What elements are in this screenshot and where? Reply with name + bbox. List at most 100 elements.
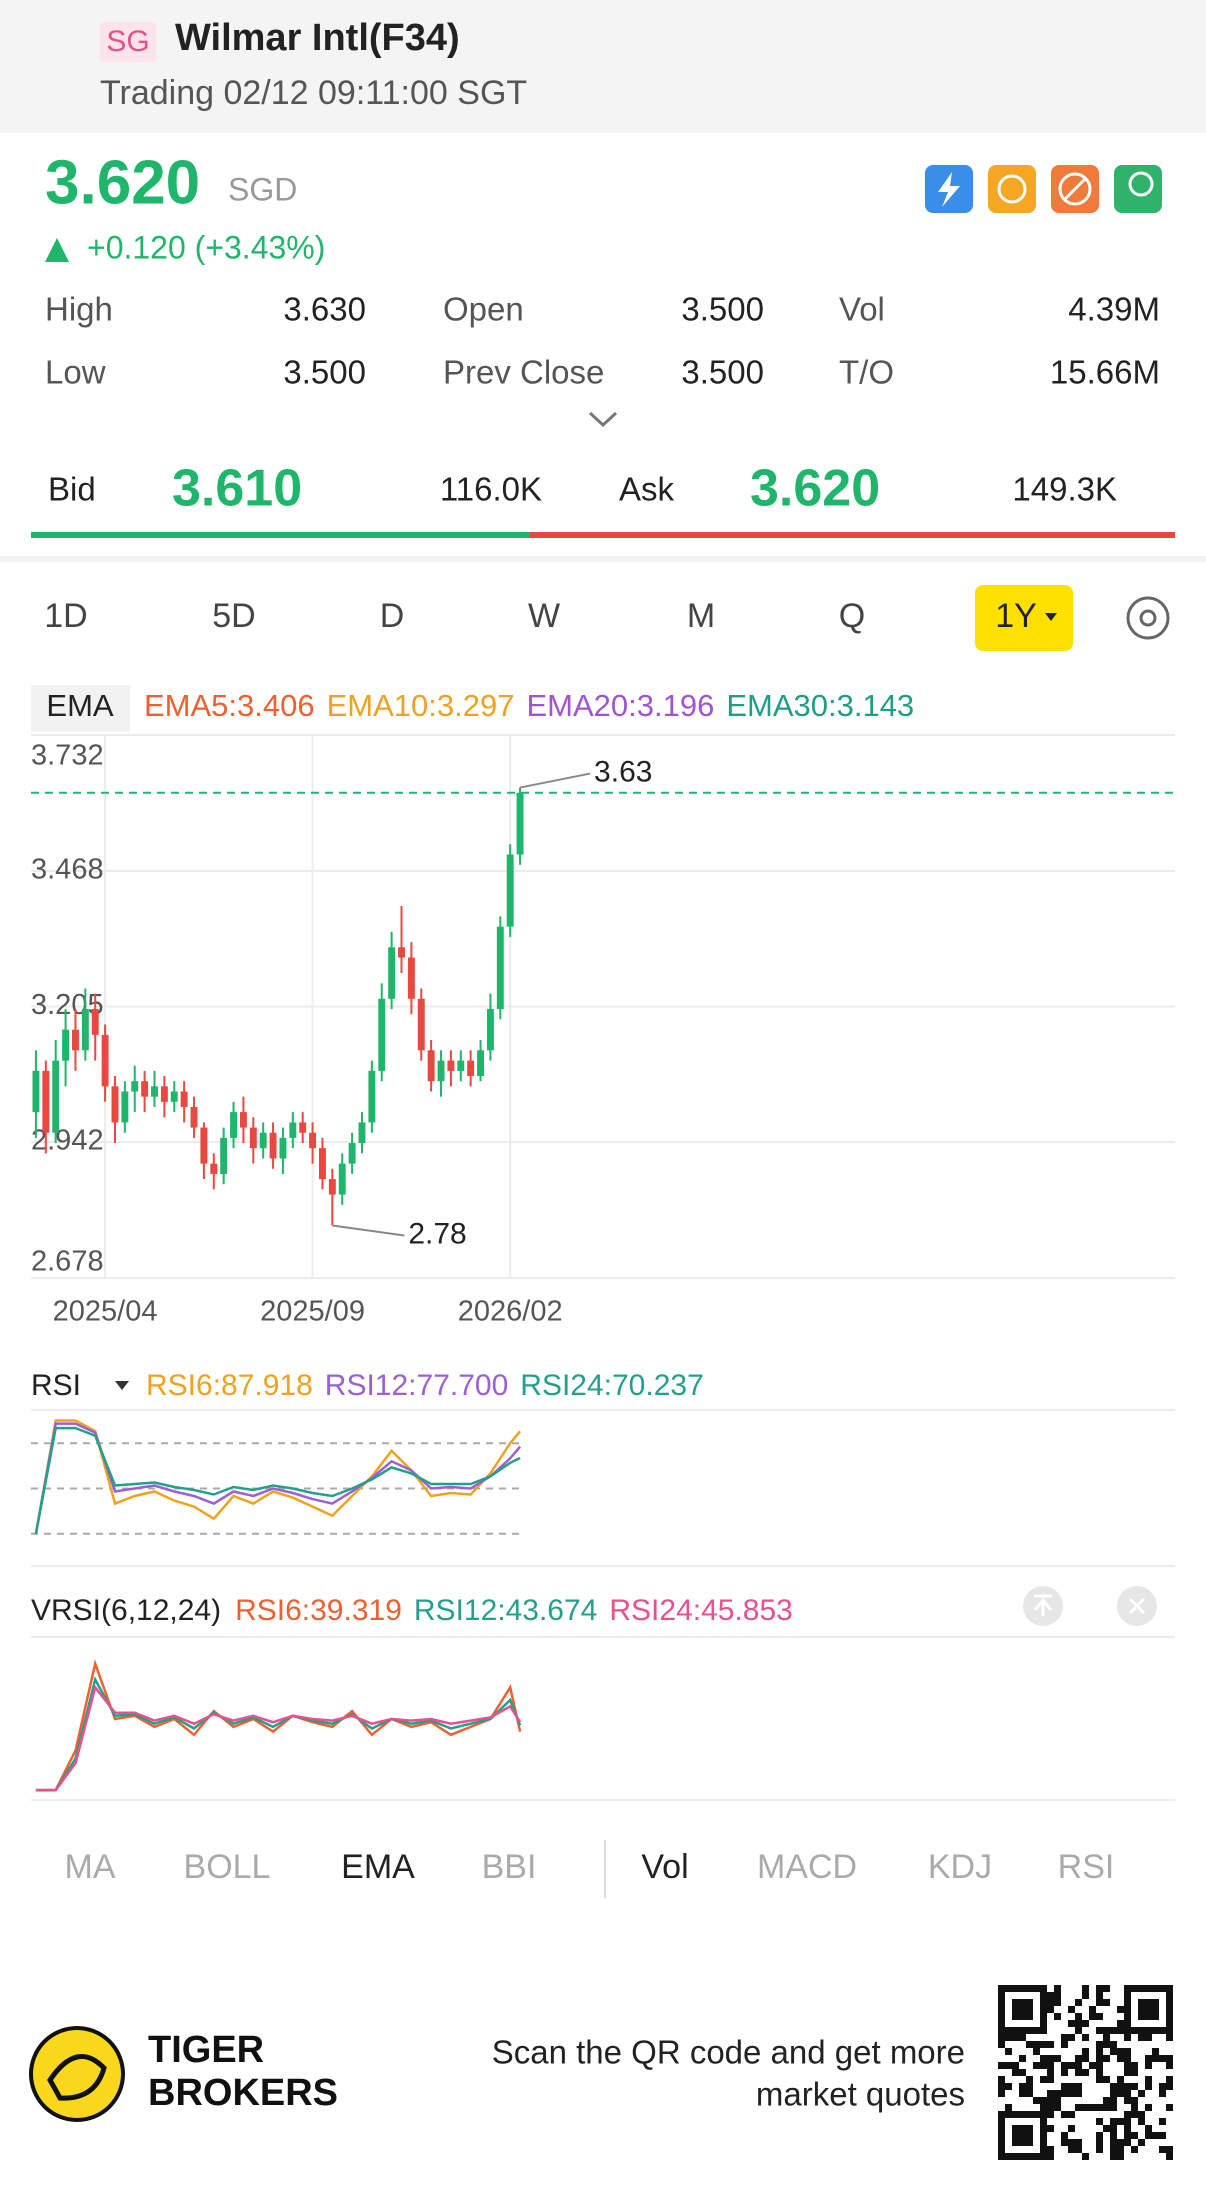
indicator-line (35, 1659, 522, 1792)
qr-module (1145, 2125, 1152, 2132)
candle-body (338, 1163, 346, 1195)
indicator-tab[interactable]: MA (65, 1848, 116, 1886)
qr-module (1145, 2027, 1152, 2034)
qr-module (1075, 2027, 1082, 2034)
indicator-tab[interactable]: KDJ (928, 1848, 992, 1886)
stat-label: T/O (839, 354, 894, 391)
qr-module (1040, 2132, 1047, 2139)
settings-icon[interactable] (1126, 596, 1170, 640)
qr-module (1117, 2118, 1124, 2125)
qr-module (998, 2076, 1005, 2083)
candle-body (447, 1060, 455, 1071)
vrsi-actions[interactable] (1023, 1586, 1157, 1626)
qr-module (1138, 1999, 1145, 2006)
indicator-tab[interactable]: BBI (482, 1848, 537, 1886)
stat-value: 3.500 (681, 291, 764, 328)
period-tab[interactable]: 1Y (995, 597, 1037, 635)
qr-module (1117, 2139, 1124, 2146)
qr-module (1096, 2118, 1103, 2125)
toolbar-icons[interactable] (925, 165, 1162, 213)
qr-module (1026, 2041, 1033, 2048)
candle-body (180, 1091, 188, 1107)
period-tab[interactable]: M (687, 597, 715, 635)
y-tick-label: 3.205 (31, 989, 104, 1021)
candle-body (121, 1091, 129, 1123)
qr-module (1082, 2048, 1089, 2055)
qr-module (1040, 2118, 1047, 2125)
qr-module (1047, 2006, 1054, 2013)
candle-body (457, 1060, 465, 1071)
candle-body (239, 1112, 247, 1128)
indicator-tab[interactable]: EMA (341, 1848, 415, 1886)
qr-module (1096, 1999, 1103, 2006)
qr-module (1089, 2006, 1096, 2013)
indicator-tab[interactable]: RSI (1058, 1848, 1115, 1886)
qr-module (1096, 2069, 1103, 2076)
expand-chevron[interactable] (588, 411, 618, 428)
qr-module (1152, 1999, 1159, 2006)
indicator-tab[interactable]: Vol (641, 1848, 688, 1886)
qr-module (1040, 2020, 1047, 2027)
stat-label: Vol (839, 291, 885, 328)
qr-module (1145, 2034, 1152, 2041)
qr-module (1166, 2146, 1173, 2153)
qr-module (1012, 2034, 1019, 2041)
qr-module (1068, 2111, 1075, 2118)
qr-module (1103, 2027, 1110, 2034)
qr-module (1040, 2041, 1047, 2048)
indicator-tab[interactable]: BOLL (184, 1848, 271, 1886)
qr-module (1152, 2055, 1159, 2062)
qr-module (1047, 2104, 1054, 2111)
qr-module (1019, 1999, 1026, 2006)
qr-module (1145, 1985, 1152, 1992)
period-tab[interactable]: D (380, 597, 405, 635)
period-tab[interactable]: W (528, 597, 560, 635)
min-pointer (332, 1224, 405, 1237)
qr-module (1005, 2111, 1012, 2118)
qr-module (1096, 2132, 1103, 2139)
indicator-name: EMA (46, 688, 114, 723)
qr-module (1166, 2013, 1173, 2020)
indicator-tab[interactable]: MACD (757, 1848, 857, 1886)
qr-module (1082, 1992, 1089, 1999)
qr-module (1124, 2006, 1131, 2013)
candle-body (32, 1070, 40, 1113)
qr-module (1061, 2111, 1068, 2118)
qr-module (1103, 2055, 1110, 2062)
qr-module (1019, 2139, 1026, 2146)
qr-module (1047, 2090, 1054, 2097)
period-tab[interactable]: 5D (212, 597, 255, 635)
period-tab[interactable]: Q (839, 597, 865, 635)
period-tab[interactable]: 1D (44, 597, 87, 635)
qr-module (1005, 2034, 1012, 2041)
qr-module (1019, 2055, 1026, 2062)
qr-module (1019, 2083, 1026, 2090)
qr-module (1103, 2104, 1110, 2111)
qr-module (998, 2111, 1005, 2118)
qr-module (1026, 2083, 1033, 2090)
qr-module (1012, 2027, 1019, 2034)
rsi-caret[interactable] (115, 1381, 129, 1390)
qr-module (1096, 2104, 1103, 2111)
qr-module (1040, 2153, 1047, 2160)
qr-module (998, 2013, 1005, 2020)
candle-body (141, 1081, 149, 1097)
candle-body (417, 998, 425, 1051)
qr-module (1033, 2097, 1040, 2104)
qr-module (1026, 1999, 1033, 2006)
period-active-bg[interactable] (975, 585, 1073, 651)
stat-value: 3.500 (681, 354, 764, 391)
qr-module (998, 2020, 1005, 2027)
candle-body (309, 1132, 317, 1149)
qr-module (1061, 2062, 1068, 2069)
qr-module (1138, 2027, 1145, 2034)
candle-body (259, 1132, 267, 1149)
candle-body (160, 1086, 168, 1102)
icon-glyph (997, 174, 1027, 204)
stat-value: 15.66M (1050, 354, 1160, 391)
qr-module (1166, 2153, 1173, 2160)
qr-module (1033, 2048, 1040, 2055)
qr-module (1061, 2041, 1068, 2048)
icon-dividend[interactable] (988, 165, 1036, 213)
qr-module (1124, 2013, 1131, 2020)
